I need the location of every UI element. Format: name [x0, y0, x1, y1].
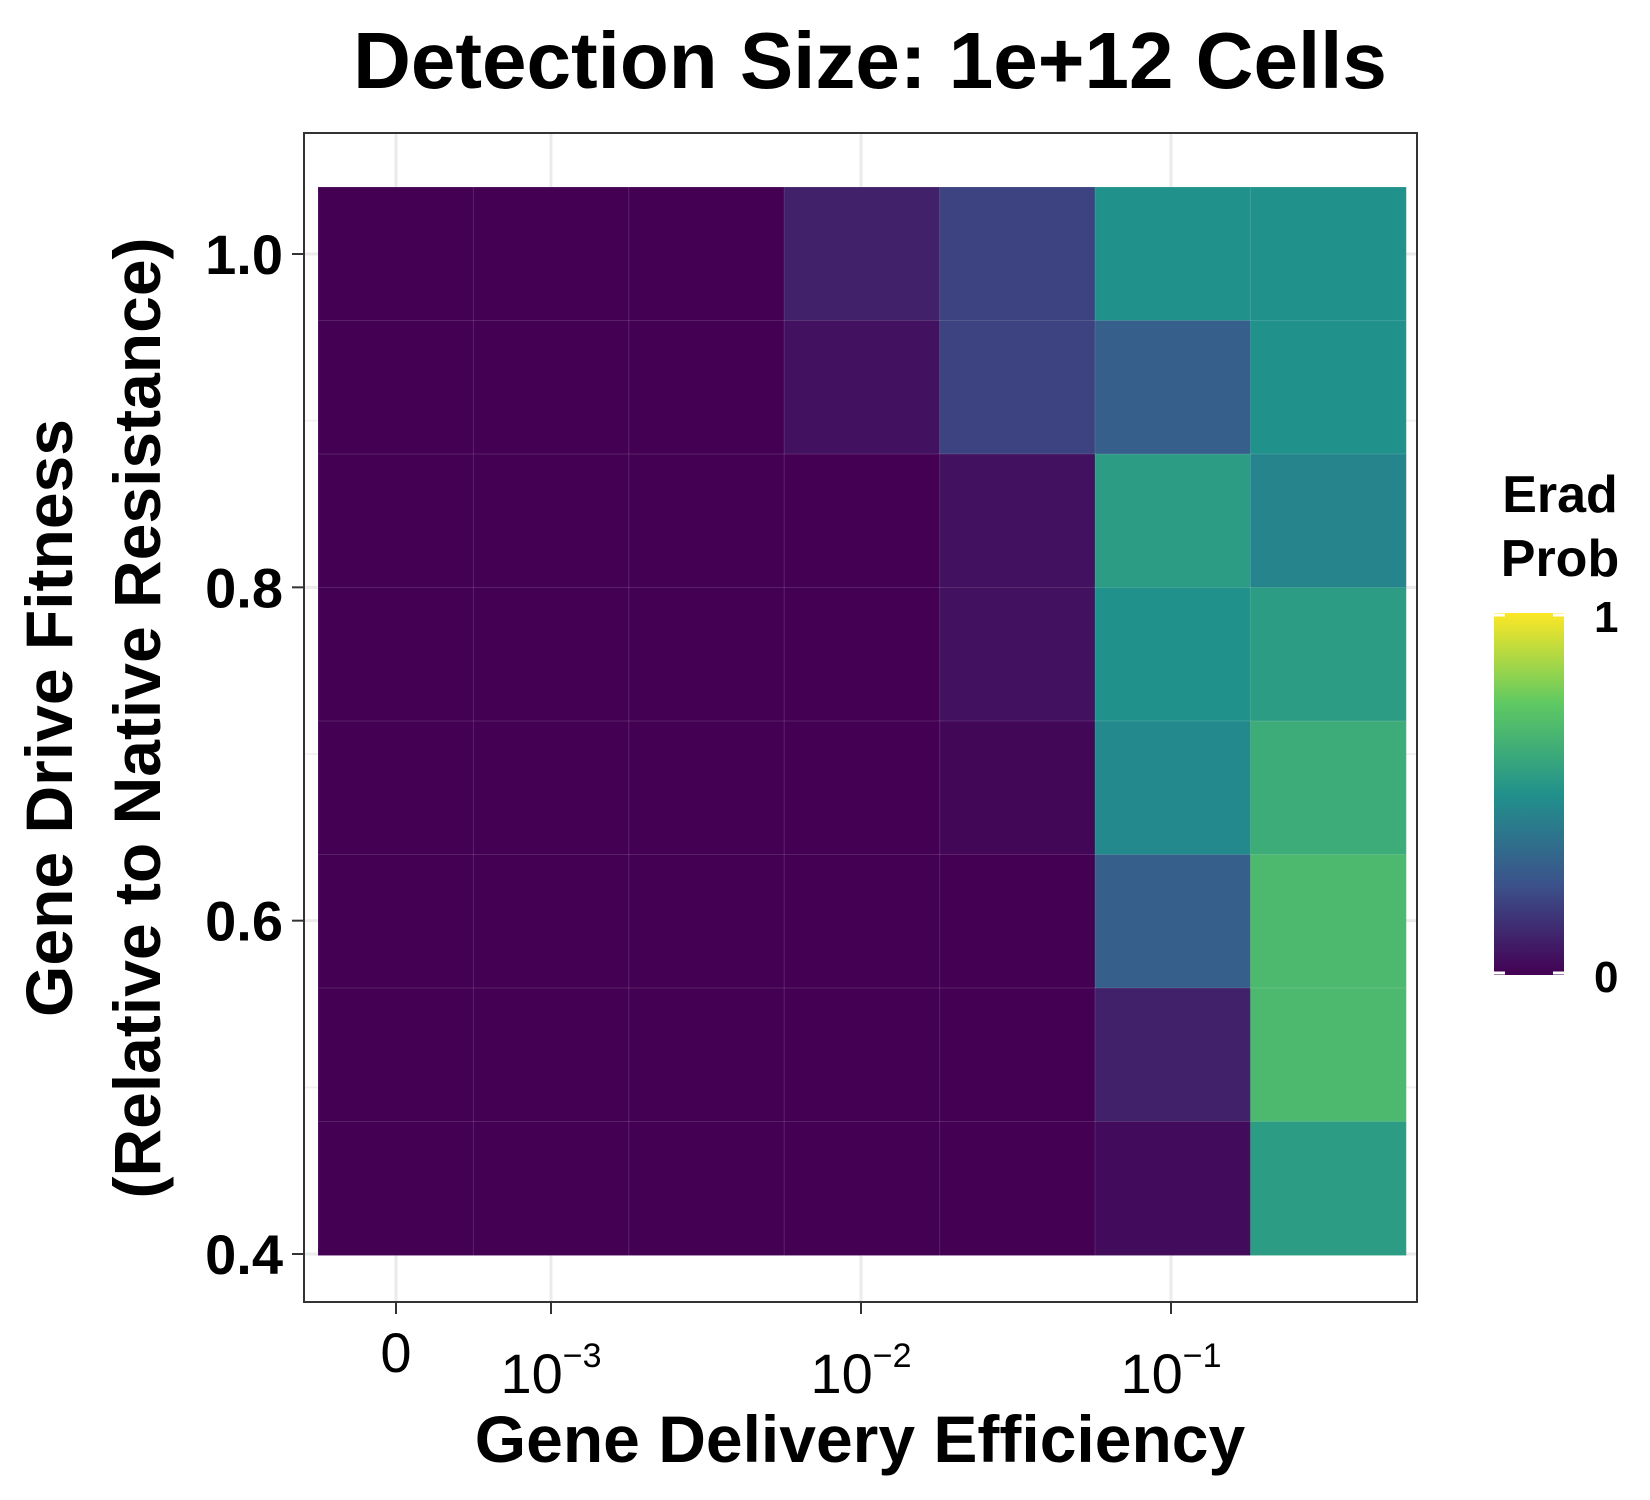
heatmap-cell	[317, 186, 475, 322]
heatmap-cell	[317, 453, 475, 589]
heatmap-cell	[628, 587, 786, 722]
heatmap-cell	[939, 186, 1096, 322]
x-tick-label: 0	[380, 1321, 411, 1384]
y-axis-title: Gene Drive Fitness (Relative to Native R…	[12, 237, 174, 1198]
heatmap-cell	[472, 987, 630, 1123]
y-tick-label: 1.0	[205, 223, 283, 286]
heatmap-cell	[472, 453, 630, 589]
heatmap-cell	[628, 854, 786, 989]
heatmap-cell	[1249, 320, 1407, 455]
heatmap-cell	[317, 987, 475, 1123]
legend-colorbar	[1494, 613, 1564, 975]
heatmap-cell	[1094, 720, 1252, 856]
legend-max-label: 1	[1594, 593, 1618, 642]
heatmap-cell	[1094, 854, 1252, 989]
heatmap-cell	[472, 854, 630, 989]
heatmap-cell	[628, 453, 786, 589]
heatmap-cell	[939, 320, 1096, 455]
heatmap-cell	[628, 320, 786, 455]
x-axis-title: Gene Delivery Efficiency	[475, 1402, 1246, 1476]
heatmap-cell	[472, 720, 630, 856]
heatmap-cell	[939, 854, 1096, 989]
x-axis: 0 10−3 10−2 10−1	[380, 1302, 1222, 1405]
heatmap-cell	[1249, 453, 1407, 589]
heatmap-cell	[317, 1121, 475, 1256]
heatmap-cell	[317, 587, 475, 722]
y-axis: 1.0 0.8 0.6 0.4	[205, 223, 304, 1286]
heatmap-cell	[1249, 587, 1407, 722]
heatmap-cell	[939, 720, 1096, 856]
heatmap-cell	[317, 854, 475, 989]
heatmap-cell	[472, 186, 630, 322]
heatmap-cell	[472, 320, 630, 455]
heatmap-cell	[1094, 587, 1252, 722]
heatmap-cell	[317, 320, 475, 455]
color-legend: Erad Prob 1 0	[1494, 466, 1619, 1002]
heatmap-cell	[1249, 854, 1407, 989]
heatmap-cell	[1094, 320, 1252, 455]
y-tick-label: 0.6	[205, 890, 283, 953]
heatmap-cell	[783, 453, 941, 589]
heatmap-cell	[939, 587, 1096, 722]
heatmap-cell	[939, 1121, 1096, 1256]
heatmap-cell	[783, 587, 941, 722]
heatmap-cell	[783, 987, 941, 1123]
y-axis-title-line2: (Relative to Native Resistance)	[100, 237, 174, 1198]
heatmap-cell	[939, 987, 1096, 1123]
heatmap-cell	[628, 720, 786, 856]
heatmap-cell	[1249, 186, 1407, 322]
x-tick-label: 10−1	[1120, 1337, 1221, 1405]
heatmap-cell	[1249, 987, 1407, 1123]
heatmap-cell	[1094, 186, 1252, 322]
heatmap-cell	[628, 186, 786, 322]
heatmap-cell	[1094, 987, 1252, 1123]
heatmap-cell	[472, 1121, 630, 1256]
heatmap-cell	[783, 720, 941, 856]
legend-min-label: 0	[1594, 953, 1618, 1002]
heatmap-cell	[628, 987, 786, 1123]
x-tick-label: 10−3	[500, 1337, 601, 1405]
heatmap-cell	[1249, 720, 1407, 856]
heatmap-cells	[317, 186, 1407, 1256]
heatmap-cell	[783, 1121, 941, 1256]
heatmap-cell	[939, 453, 1096, 589]
heatmap-cell	[783, 854, 941, 989]
heatmap-cell	[317, 720, 475, 856]
heatmap-cell	[1249, 1121, 1407, 1256]
heatmap-cell	[628, 1121, 786, 1256]
heatmap-cell	[1094, 1121, 1252, 1256]
y-tick-label: 0.8	[205, 556, 283, 619]
heatmap-cell	[783, 186, 941, 322]
heatmap-cell	[1094, 453, 1252, 589]
heatmap-cell	[783, 320, 941, 455]
legend-title-line1: Erad	[1502, 466, 1618, 524]
x-tick-label: 10−2	[810, 1337, 911, 1405]
chart-title: Detection Size: 1e+12 Cells	[353, 16, 1387, 105]
y-tick-label: 0.4	[205, 1223, 283, 1286]
heatmap-cell	[472, 587, 630, 722]
y-axis-title-line1: Gene Drive Fitness	[12, 419, 86, 1017]
legend-title-line2: Prob	[1501, 530, 1619, 588]
